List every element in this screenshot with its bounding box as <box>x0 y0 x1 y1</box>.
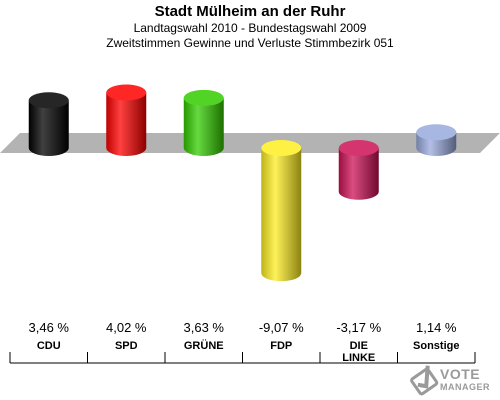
chart-title: Stadt Mülheim an der Ruhr <box>154 3 346 20</box>
bar-cap <box>261 140 302 156</box>
bar-body <box>261 148 302 282</box>
bar-spd <box>106 84 147 156</box>
category-label: DIE <box>350 340 368 352</box>
category-label: FDP <box>270 340 292 352</box>
logo-text-vote: VOTE <box>440 366 481 382</box>
bar-cap <box>183 89 224 106</box>
value-label: 1,14 % <box>416 320 457 335</box>
category-label: SPD <box>115 340 138 352</box>
value-label: -9,07 % <box>259 320 304 335</box>
bar-fdp <box>261 140 302 282</box>
bar-cap <box>28 92 69 109</box>
bar-grüne <box>183 89 224 156</box>
value-labels: 3,46 % 4,02 % 3,63 % -9,07 % -3,17 % 1,14 % <box>29 320 457 335</box>
category-label: Sonstige <box>413 340 459 352</box>
logo-text-manager: MANAGER <box>440 382 490 392</box>
chart-header: Stadt Mülheim an der Ruhr Landtagswahl 2… <box>0 0 500 51</box>
checkmark-icon <box>410 365 439 396</box>
bar-sonstige <box>416 124 457 156</box>
bar-body <box>28 100 69 156</box>
bars <box>28 84 457 282</box>
bar-body <box>106 92 147 156</box>
category-label: LINKE <box>342 352 375 364</box>
bar-cap <box>106 84 147 101</box>
chart-subtitle-1: Landtagswahl 2010 - Bundestagswahl 2009 <box>133 21 367 35</box>
value-label: -3,17 % <box>336 320 381 335</box>
category-label: CDU <box>37 340 61 352</box>
bar-cap <box>416 124 457 141</box>
bar-cap <box>338 140 379 156</box>
bar-body <box>338 148 379 200</box>
value-label: 3,63 % <box>184 320 225 335</box>
category-label: GRÜNE <box>184 339 224 352</box>
value-label: 4,02 % <box>106 320 147 335</box>
value-label: 3,46 % <box>29 320 70 335</box>
bar-die-linke <box>338 140 379 200</box>
bar-body <box>183 97 224 156</box>
votemanager-logo: VOTE MANAGER <box>410 364 494 398</box>
chart-subtitle-2: Zweitstimmen Gewinne und Verluste Stimmb… <box>106 36 394 50</box>
bar-cdu <box>28 92 69 156</box>
